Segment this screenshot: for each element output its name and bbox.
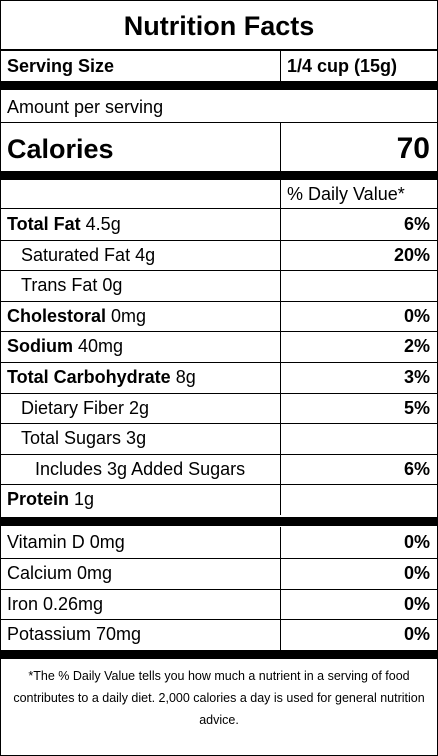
nutrient-label: Trans Fat 0g <box>21 270 122 300</box>
nutrient-label: Dietary Fiber 2g <box>21 393 149 423</box>
column-divider <box>280 300 281 332</box>
serving-size-label: Serving Size <box>7 56 115 76</box>
divider <box>1 270 437 272</box>
vitamin-label: Iron 0.26mg <box>7 593 104 614</box>
nutrient-label: Saturated Fat 4g <box>21 240 155 270</box>
nutrient-amount: Includes 3g Added Sugars <box>35 458 246 479</box>
daily-value-percent: 5% <box>403 397 430 418</box>
column-divider <box>280 588 281 620</box>
daily-value-header: % Daily Value* <box>287 184 405 204</box>
column-divider <box>280 270 281 301</box>
daily-value-percent: 0% <box>403 305 430 326</box>
calories-label: Calories <box>7 134 114 164</box>
column-divider <box>280 423 281 454</box>
column-divider <box>280 180 281 208</box>
nutrient-label: Protein 1g <box>7 484 94 514</box>
nutrient-label: Cholestoral 0mg <box>7 301 146 331</box>
nutrient-name: Cholestoral <box>7 305 107 326</box>
divider <box>1 557 437 559</box>
nutrient-label: Total Sugars 3g <box>21 423 146 453</box>
column-divider <box>280 484 281 515</box>
nutrient-label: Sodium 40mg <box>7 331 123 361</box>
thick-divider <box>1 171 437 180</box>
column-divider <box>280 392 281 424</box>
column-divider <box>280 123 281 171</box>
nutrition-facts-title: Nutrition Facts <box>123 11 315 41</box>
divider <box>1 392 437 394</box>
column-divider <box>280 619 281 650</box>
divider <box>1 122 437 123</box>
nutrient-amount: 1g <box>69 489 95 510</box>
daily-value-percent: 2% <box>403 336 430 357</box>
thick-divider <box>1 517 437 526</box>
nutrient-name: Sodium <box>7 336 73 357</box>
column-divider <box>280 209 281 240</box>
calories-value: 70 <box>396 132 430 165</box>
serving-size-value: 1/4 cup (15g) <box>287 56 398 76</box>
nutrient-amount: Trans Fat 0g <box>21 275 123 296</box>
daily-value-percent: 0% <box>403 593 430 614</box>
thick-divider <box>1 81 437 90</box>
divider <box>1 208 437 209</box>
divider <box>1 49 437 51</box>
thick-divider <box>1 650 437 659</box>
nutrient-label: Total Fat 4.5g <box>7 209 121 239</box>
divider <box>1 453 437 455</box>
column-divider <box>280 331 281 362</box>
vitamin-label: Calcium 0mg <box>7 562 113 583</box>
nutrient-label: Includes 3g Added Sugars <box>35 454 245 484</box>
column-divider <box>280 239 281 271</box>
divider <box>1 423 437 425</box>
nutrient-name: Protein <box>7 489 70 510</box>
nutrient-amount: Total Sugars 3g <box>21 428 147 449</box>
divider <box>1 619 437 621</box>
daily-value-percent: 0% <box>403 562 430 583</box>
daily-value-percent: 0% <box>403 624 430 645</box>
daily-value-percent: 6% <box>403 214 430 234</box>
daily-value-percent: 20% <box>393 244 430 265</box>
nutrient-amount: Dietary Fiber 2g <box>21 397 150 418</box>
daily-value-footnote: *The % Daily Value tells you how much a … <box>13 669 425 727</box>
nutrient-amount: 8g <box>170 367 196 387</box>
column-divider <box>280 557 281 589</box>
divider <box>1 300 437 302</box>
daily-value-percent: 3% <box>403 367 430 387</box>
column-divider <box>280 51 281 81</box>
divider <box>1 484 437 486</box>
nutrient-amount: 40mg <box>73 336 124 357</box>
nutrient-name: Total Fat <box>7 214 81 234</box>
divider <box>1 331 437 333</box>
nutrient-amount: Saturated Fat 4g <box>21 244 156 265</box>
vitamin-label: Vitamin D 0mg <box>7 532 125 552</box>
divider <box>1 362 437 363</box>
daily-value-percent: 0% <box>403 532 430 552</box>
divider <box>1 588 437 590</box>
nutrient-amount: 0mg <box>106 305 147 326</box>
divider <box>1 239 437 241</box>
column-divider <box>280 527 281 558</box>
nutrient-label: Total Carbohydrate 8g <box>7 362 196 392</box>
nutrient-name: Total Carbohydrate <box>7 367 171 387</box>
nutrient-amount: 4.5g <box>80 214 121 234</box>
vitamin-label: Potassium 70mg <box>7 624 142 645</box>
column-divider <box>280 362 281 393</box>
column-divider <box>280 453 281 485</box>
daily-value-percent: 6% <box>403 458 430 479</box>
amount-per-serving: Amount per serving <box>7 97 164 117</box>
